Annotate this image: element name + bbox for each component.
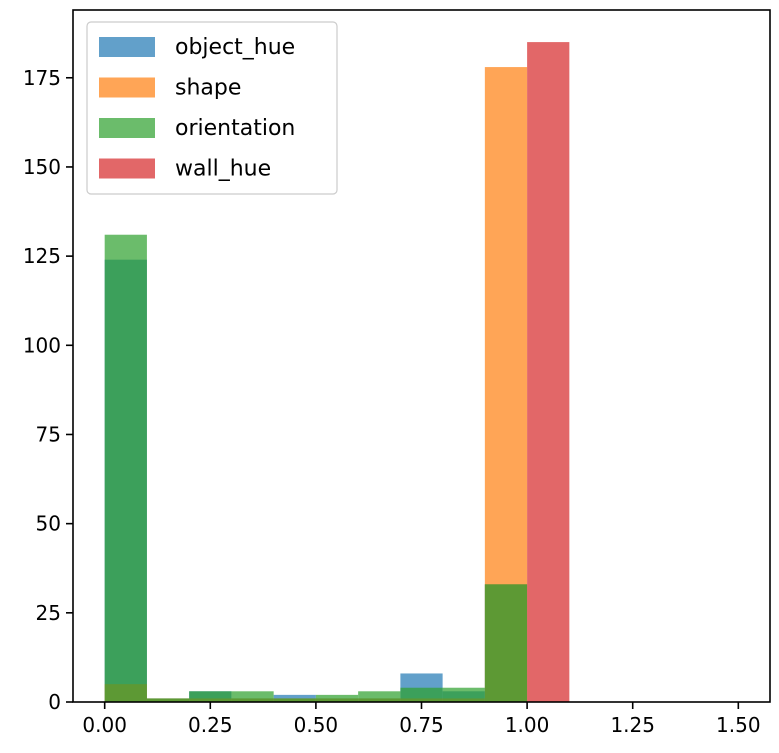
legend-label-wall_hue: wall_hue [175, 157, 271, 182]
legend-label-shape: shape [175, 76, 241, 101]
y-tick-label: 50 [36, 512, 61, 536]
histogram-bar-orientation-4 [273, 698, 316, 702]
legend-box [86, 21, 338, 195]
histogram-bar-orientation-8 [442, 687, 485, 702]
x-axis: 0.00 0.25 0.50 0.75 1.00 1.25 1.50 [82, 702, 761, 737]
x-tick-label: 0.75 [399, 713, 444, 737]
x-tick-label: 1.50 [716, 713, 761, 737]
histogram-bar-orientation-5 [315, 694, 359, 702]
legend-swatch-orientation [99, 118, 155, 138]
x-tick-label: 0.25 [188, 713, 233, 737]
y-tick-label: 150 [23, 155, 61, 179]
histogram-bar-orientation-9 [484, 584, 528, 702]
histogram-bar-orientation-2 [189, 691, 232, 702]
histogram-bar-orientation-7 [400, 687, 443, 702]
histogram-bar-orientation-6 [358, 691, 401, 702]
legend-swatch-wall_hue [99, 158, 155, 179]
legend-swatch-shape [99, 77, 155, 98]
y-axis: 0 25 50 75 100 125 150 175 [23, 66, 73, 714]
histogram-bar-orientation-3 [231, 691, 274, 702]
legend-label-object_hue: object_hue [175, 35, 295, 60]
y-tick-label: 75 [36, 422, 61, 446]
y-tick-label: 100 [23, 333, 61, 357]
bars-layer [104, 42, 570, 703]
x-tick-label: 1.00 [505, 713, 550, 737]
legend-swatch-object_hue [99, 37, 155, 57]
x-tick-label: 1.25 [610, 713, 655, 737]
y-tick-label: 125 [23, 244, 61, 268]
y-tick-label: 0 [48, 690, 61, 714]
histogram-bar-orientation-1 [146, 698, 190, 702]
y-tick-label: 175 [23, 66, 61, 90]
legend-label-orientation: orientation [175, 116, 295, 141]
x-tick-label: 0.50 [294, 713, 339, 737]
histogram-bar-orientation-0 [104, 234, 147, 702]
x-tick-label: 0.00 [82, 713, 127, 737]
histogram-bar-wall_hue-0 [527, 42, 570, 703]
y-tick-label: 25 [36, 601, 61, 625]
